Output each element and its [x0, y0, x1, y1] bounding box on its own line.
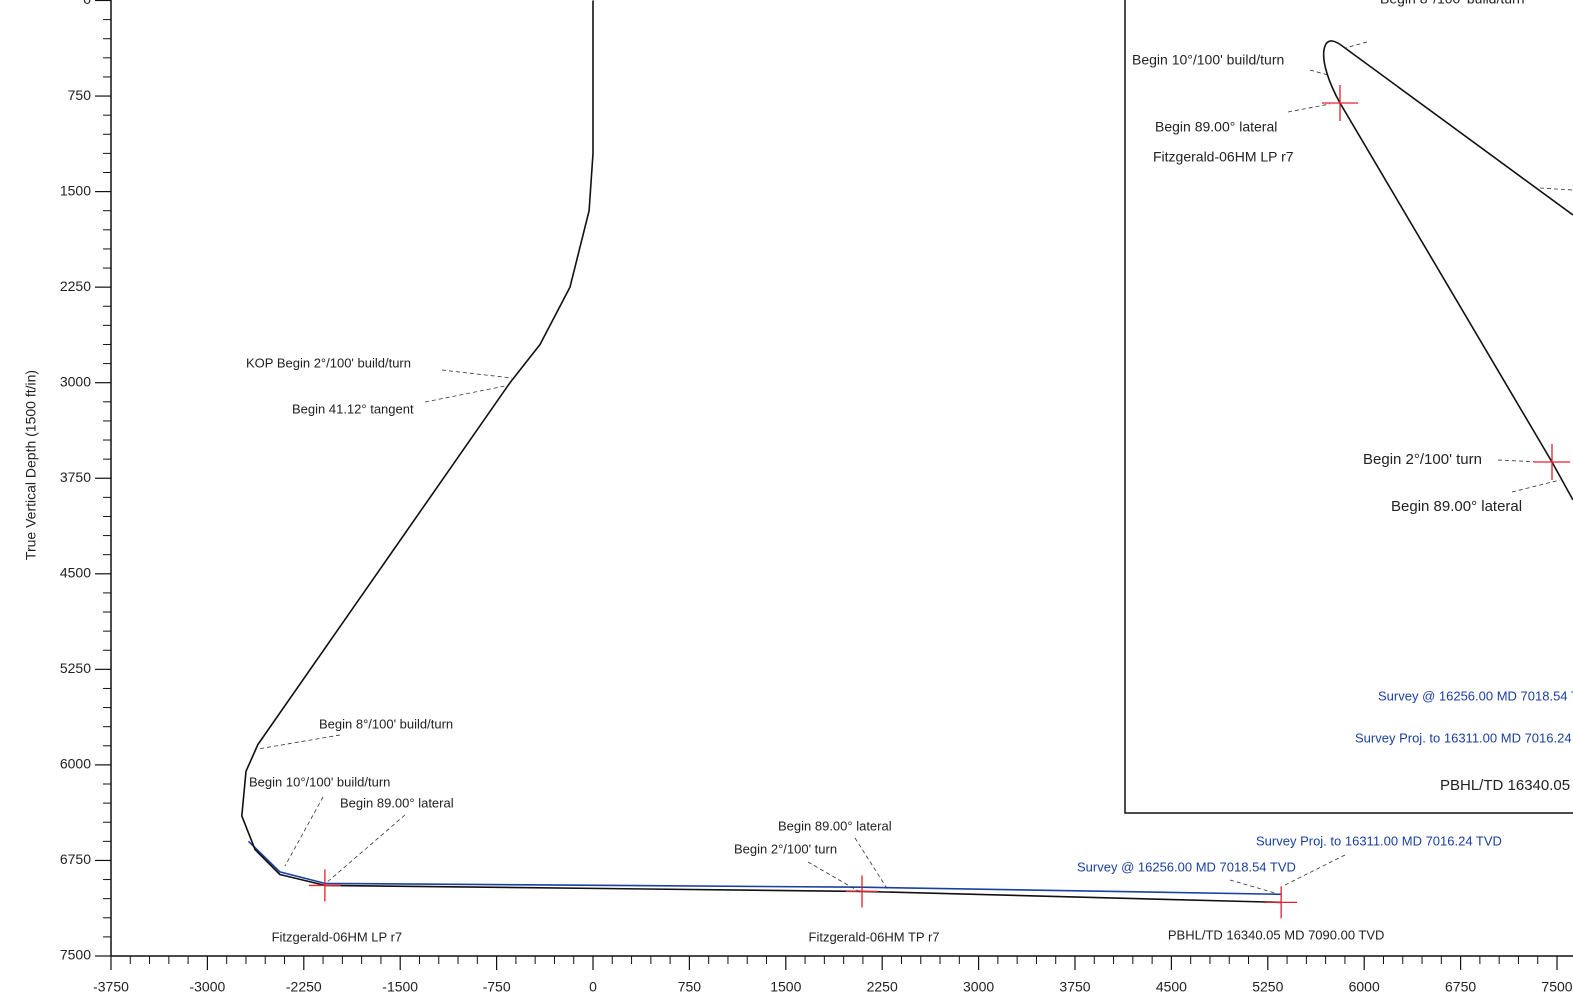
plot: 0750150022503000375045005250600067507500…: [60, 0, 1573, 995]
y-tick-label: 6750: [60, 851, 91, 867]
inset-label: Survey Proj. to 16311.00 MD 7016.24 TVD: [1355, 730, 1573, 745]
inset-leader: [1497, 459, 1541, 463]
inset-path: [1322, 40, 1573, 216]
leader-line: [854, 837, 889, 891]
inset-leader: [1287, 103, 1331, 113]
inset-leader: [1511, 479, 1561, 493]
leader-line: [424, 385, 506, 403]
inset-label: PBHL/TD 16340.05 MD 7090.00 TVD: [1440, 777, 1573, 794]
inset-leader: [1309, 69, 1329, 76]
y-tick-label: 750: [68, 87, 92, 103]
target-label: Fitzgerald-06HM TP r7: [809, 929, 940, 944]
y-tick-label: 3000: [60, 373, 91, 389]
leader-line: [284, 796, 324, 867]
y-axis-label: True Vertical Depth (1500 ft/in): [23, 370, 39, 560]
x-tick-label: 5250: [1252, 979, 1283, 995]
x-tick-label: 6750: [1445, 979, 1476, 995]
x-tick-label: 3750: [1059, 979, 1090, 995]
inset-frame: [1124, 0, 1573, 814]
x-tick-label: -1500: [382, 979, 418, 995]
inset-label: Fitzgerald-06HM LP r7: [1153, 149, 1294, 165]
annotation: Begin 8°/100' build/turn: [319, 716, 453, 731]
inset-label: Begin 8°/100' build/turn: [1380, 0, 1524, 7]
inset: Begin 8°/100' build/turn Begin 10°/100' b…: [1124, 0, 1573, 814]
well-path: [241, 0, 1282, 904]
x-tick-label: 1500: [770, 979, 801, 995]
leader-line: [441, 369, 513, 379]
y-tick-label: 2250: [60, 278, 91, 294]
y-tick-label: 3750: [60, 469, 91, 485]
annotation: Begin 2°/100' turn: [734, 841, 837, 856]
leader-line: [807, 861, 861, 893]
annotation: Begin 89.00° lateral: [778, 818, 892, 833]
x-tick-label: -750: [483, 979, 511, 995]
leader-line: [257, 734, 341, 750]
target-label: PBHL/TD 16340.05 MD 7090.00 TVD: [1168, 927, 1385, 942]
inset-leader: [1344, 41, 1368, 49]
inset-label: Begin 89.00° lateral: [1391, 498, 1522, 515]
x-tick-label: 2250: [867, 979, 898, 995]
x-tick-label: 0: [589, 979, 597, 995]
x-tick-label: 750: [678, 979, 702, 995]
annotation: Begin 41.12° tangent: [292, 401, 414, 416]
inset-leader: [1539, 187, 1573, 191]
annotation: Begin 89.00° lateral: [340, 795, 454, 810]
leader-line: [324, 814, 406, 885]
annotation: Survey @ 16256.00 MD 7018.54 TVD: [1077, 859, 1296, 874]
annotation: KOP Begin 2°/100' build/turn: [246, 355, 411, 370]
inset-label: Begin 10°/100' build/turn: [1132, 52, 1284, 68]
y-tick-label: 4500: [60, 565, 91, 581]
x-tick-label: 6000: [1349, 979, 1380, 995]
annotation: Begin 10°/100' build/turn: [249, 774, 390, 789]
annotation: Survey Proj. to 16311.00 MD 7016.24 TVD: [1256, 833, 1502, 848]
y-tick-label: 1500: [60, 182, 91, 198]
x-tick-label: 4500: [1156, 979, 1187, 995]
x-tick-label: 3000: [963, 979, 994, 995]
y-tick-label: 7500: [60, 947, 91, 963]
x-tick-label: -3750: [93, 979, 129, 995]
x-tick-label: 7500: [1541, 979, 1572, 995]
y-tick-label: 0: [83, 0, 91, 7]
target-label: Fitzgerald-06HM LP r7: [272, 929, 403, 944]
inset-label: Survey @ 16256.00 MD 7018.54 TVD: [1378, 688, 1573, 703]
inset-label: Begin 89.00° lateral: [1155, 119, 1277, 135]
x-tick-label: -3000: [189, 979, 225, 995]
inset-label: Begin 2°/100' turn: [1363, 451, 1482, 468]
leader-line: [1229, 879, 1276, 894]
y-tick-label: 6000: [60, 756, 91, 772]
x-tick-label: -2250: [286, 979, 322, 995]
y-tick-label: 5250: [60, 660, 91, 676]
